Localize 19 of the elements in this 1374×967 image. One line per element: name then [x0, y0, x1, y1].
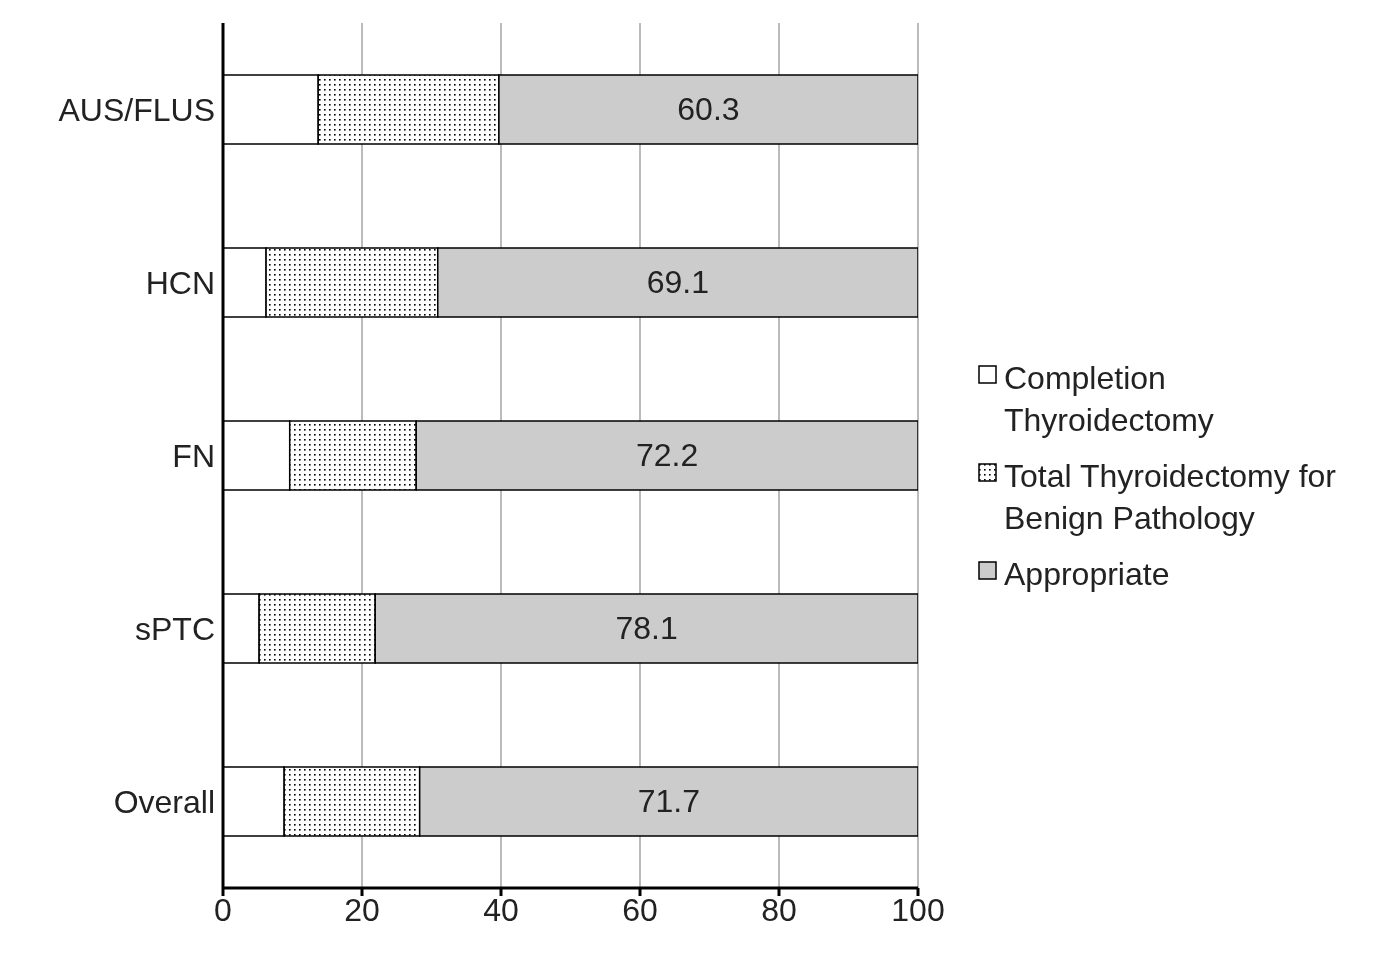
x-tick-label: 60: [622, 891, 658, 928]
y-tick-label: FN: [172, 437, 215, 474]
legend-label: Completion Thyroidectomy: [1004, 359, 1215, 440]
legend-label: Appropriate: [1004, 555, 1170, 594]
legend-label: Total Thyroidectomy for Benign Pathology: [1004, 457, 1337, 538]
y-tick-label: AUS/FLUS: [58, 91, 215, 128]
x-tick-label: 20: [344, 891, 380, 928]
data-label: 69.1: [646, 264, 710, 301]
y-tick-label: HCN: [145, 264, 215, 301]
x-tick-label: 40: [483, 891, 519, 928]
x-tick-label: 80: [761, 891, 797, 928]
y-tick-label: Overall: [113, 783, 215, 820]
data-label: 72.2: [635, 437, 699, 474]
data-label: 60.3: [677, 91, 740, 128]
x-tick-label: 100: [891, 891, 945, 928]
y-tick-label: sPTC: [135, 610, 215, 647]
x-tick-label: 0: [214, 891, 232, 928]
data-label: 78.1: [615, 610, 678, 647]
data-label: 71.7: [637, 783, 700, 820]
